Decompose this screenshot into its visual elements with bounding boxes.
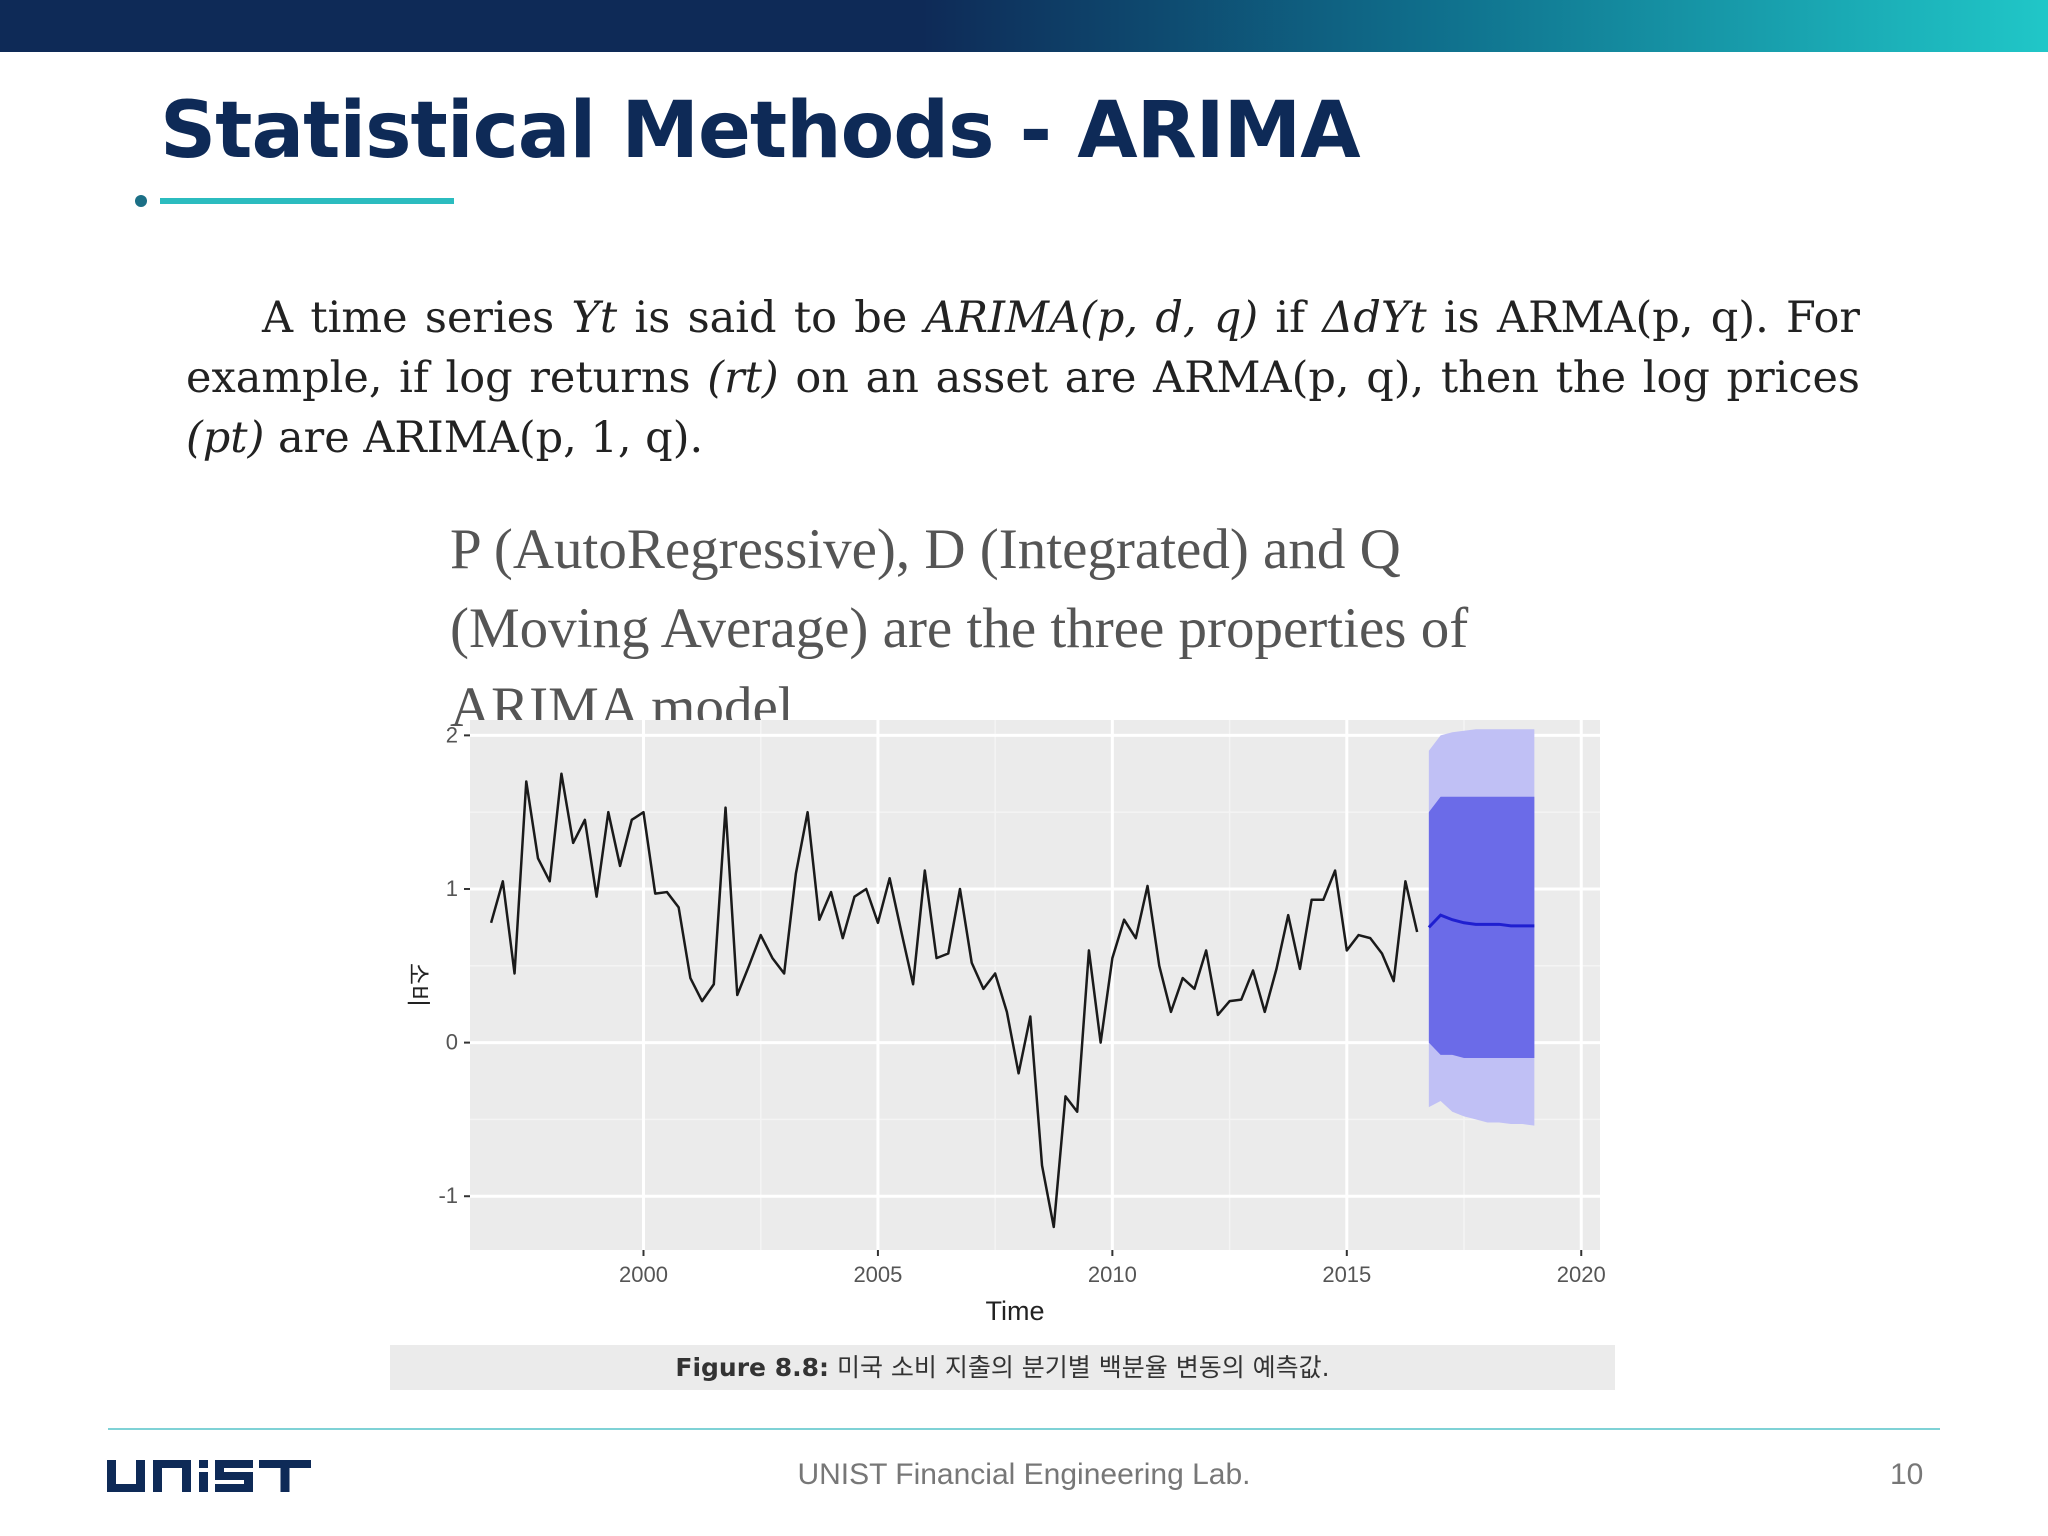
definition-paragraph: A time series Yt is said to be ARIMA(p, … [186, 288, 1860, 468]
x-tick-label: 2005 [853, 1262, 902, 1287]
para-text: A time series [262, 293, 572, 343]
top-banner [0, 0, 2048, 52]
math-yt: Yt [571, 293, 618, 343]
forecast-80-interval [1428, 796, 1535, 1058]
page-number: 10 [1890, 1458, 1924, 1491]
slide-title: Statistical Methods - ARIMA [160, 86, 1361, 176]
para-text: is ARMA(p, q). For example, if log retur… [186, 293, 1860, 403]
x-tick-label: 2010 [1088, 1262, 1137, 1287]
para-text: is said to be [617, 293, 925, 343]
footer-divider [108, 1428, 1940, 1430]
y-tick-label: -1 [438, 1183, 458, 1208]
y-tick-label: 1 [446, 876, 458, 901]
math-pt: (pt) [186, 413, 265, 463]
math-delta: ΔdYt [1322, 293, 1427, 343]
forecast-chart: 2000 2005 2010 2015 2020 -1 0 1 2 Time 소비 [404, 720, 1606, 1326]
x-tick-label: 2015 [1322, 1262, 1371, 1287]
unist-logo [107, 1460, 311, 1492]
observed-series-line [489, 772, 1419, 1229]
caption-label: Figure 8.8: [675, 1353, 830, 1382]
forecast-mean-line [1427, 913, 1535, 929]
math-arima-pdq: ARIMA(p, d, q) [924, 293, 1259, 343]
y-axis-label: 소비 [404, 963, 432, 1007]
para-text: on an asset are ARMA(p, q), then the log… [778, 353, 1860, 403]
plot-panel [470, 720, 1600, 1250]
para-text: if [1258, 293, 1323, 343]
y-tick-label: 0 [446, 1030, 458, 1055]
footer-lab-name: UNIST Financial Engineering Lab. [797, 1458, 1251, 1491]
x-tick-label: 2000 [619, 1262, 668, 1287]
caption-bar [390, 1345, 1615, 1390]
title-accent-dot [135, 195, 147, 207]
x-axis-label: Time [986, 1296, 1045, 1326]
figure-caption: Figure 8.8: 미국 소비 지출의 분기별 백분율 변동의 예측값. [390, 1345, 1615, 1390]
y-tick-label: 2 [446, 722, 458, 747]
title-underline [160, 198, 454, 204]
para-text: are ARIMA(p, 1, q). [264, 413, 704, 463]
x-tick-label: 2020 [1557, 1262, 1606, 1287]
caption-text: 미국 소비 지출의 분기별 백분율 변동의 예측값. [829, 1353, 1330, 1382]
math-rt: (rt) [707, 353, 779, 403]
